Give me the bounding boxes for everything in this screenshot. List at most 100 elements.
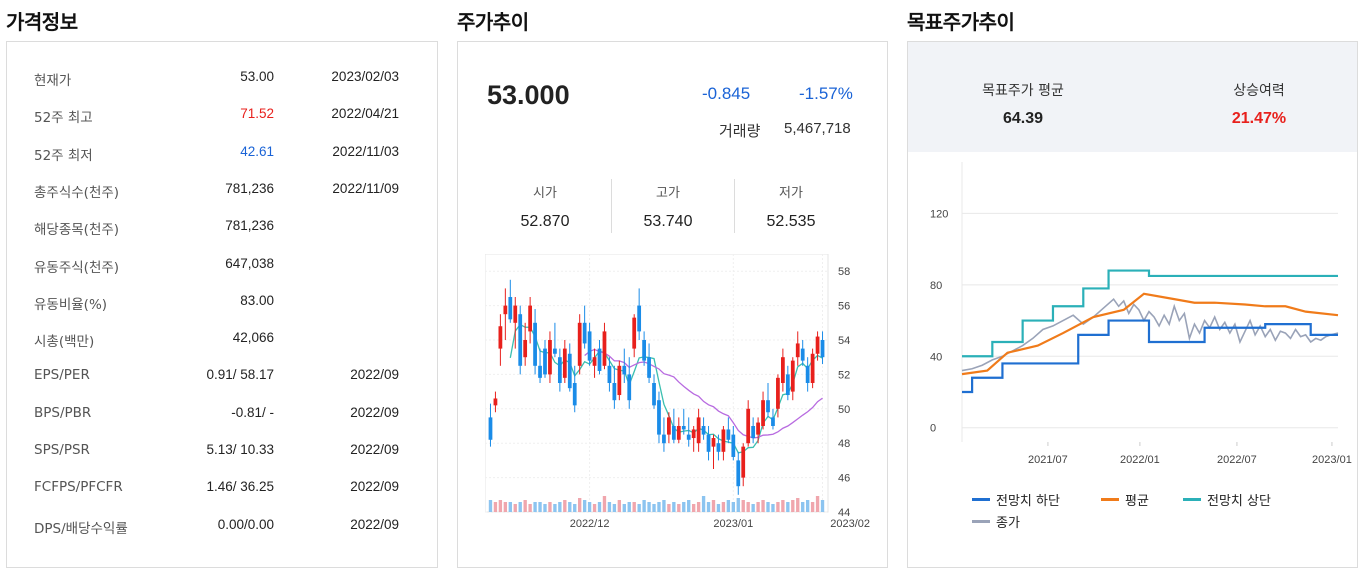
volume-bar [677, 504, 681, 512]
volume-bar [746, 502, 750, 512]
volume-bar [642, 500, 646, 512]
row-label: EPS/PER [34, 367, 90, 384]
candle [607, 365, 612, 383]
candle [766, 400, 770, 413]
row-date: 2022/09 [350, 479, 399, 495]
legend-item[interactable]: 평균 [1101, 490, 1149, 509]
row-date: 2022/09 [350, 367, 399, 383]
candle [751, 426, 756, 439]
volume-bar [533, 502, 537, 512]
volume-bar [761, 500, 765, 512]
candle [582, 322, 587, 344]
volume-bar [741, 500, 745, 512]
candle [795, 343, 800, 358]
volume-bar [691, 504, 696, 512]
x-tick-label: 2023/01 [1312, 454, 1352, 466]
candle [548, 340, 552, 375]
price-info-row: FCFPS/PFCFR 1.46/ 36.25 2022/09 [7, 479, 437, 499]
volume-bar [751, 504, 755, 512]
open-value: 52.870 [520, 213, 570, 230]
y-tick-label: 40 [930, 351, 942, 363]
volume-bar [543, 504, 547, 512]
low-box: 저가 52.535 [721, 182, 861, 231]
candle [790, 360, 795, 392]
candle [681, 426, 686, 430]
candle [602, 331, 607, 366]
candle [716, 443, 721, 452]
price-info-row: 현재가 53.00 2023/02/03 [7, 69, 437, 89]
y-tick-label: 54 [838, 335, 850, 347]
candle [701, 426, 706, 435]
volume-bar [627, 502, 631, 512]
volume-bar [657, 502, 661, 512]
open-box: 시가 52.870 [475, 182, 615, 231]
candle [686, 434, 691, 440]
candle [627, 374, 632, 401]
legend-label: 전망치 상단 [1207, 494, 1271, 509]
volume-bar [637, 504, 641, 512]
candle [771, 417, 775, 426]
candle [741, 446, 746, 478]
volume-bar [553, 504, 557, 512]
price-info-row: SPS/PSR 5.13/ 10.33 2022/09 [7, 442, 437, 462]
legend-swatch [972, 498, 990, 501]
candle [810, 353, 815, 383]
candle [528, 305, 533, 332]
legend-label: 평균 [1125, 494, 1149, 509]
candle [617, 365, 622, 396]
trend-title: 주가추이 [457, 10, 529, 34]
row-value: 5.13/ 10.33 [206, 442, 274, 457]
candle [488, 417, 493, 440]
volume-bar [756, 502, 760, 512]
volume-bar [523, 500, 527, 512]
volume-bar [493, 502, 498, 512]
candle [706, 434, 711, 452]
volume-bar [672, 502, 676, 512]
x-tick-label: 2022/12 [570, 518, 610, 530]
row-date: 2022/11/09 [332, 180, 399, 196]
row-label: DPS/배당수익률 [34, 520, 128, 537]
row-value: 83.00 [240, 292, 274, 308]
price-info-row: EPS/PER 0.91/ 58.17 2022/09 [7, 367, 437, 387]
volume-bar [513, 504, 517, 512]
volume-bar [736, 498, 740, 512]
target-price-chart[interactable]: 0 40 80 120 2021/07 2022/01 2022/07 2023/01 [908, 152, 1357, 482]
candle [567, 353, 572, 389]
candle [691, 429, 696, 439]
y-tick-label: 80 [930, 280, 942, 292]
volume-bar [563, 500, 567, 512]
series-line [961, 292, 1339, 376]
volume-bar [815, 496, 820, 512]
candle [518, 314, 523, 366]
y-tick-label: 48 [838, 438, 850, 450]
row-date: 2022/09 [350, 404, 399, 420]
candlestick-chart[interactable]: 44 46 48 50 52 54 56 58 2022/12 2023/01 2023/02 [485, 254, 889, 568]
row-label: SPS/PSR [34, 442, 90, 458]
candle [815, 336, 820, 354]
row-value: 53.00 [240, 69, 274, 84]
candle [731, 434, 736, 457]
x-tick-label: 2022/07 [1217, 454, 1257, 466]
volume-bar [518, 502, 522, 512]
legend-item[interactable]: 전망치 상단 [1183, 490, 1271, 509]
volume-bar [726, 500, 731, 512]
row-value: 781,236 [225, 218, 274, 234]
legend-item[interactable]: 전망치 하단 [972, 490, 1060, 509]
volume-bar [597, 502, 602, 512]
price-info-row: 유동주식(천주) 647,038 [7, 256, 437, 276]
legend-item[interactable]: 종가 [972, 512, 1020, 531]
row-label: 시총(백만) [34, 334, 95, 351]
candle [667, 417, 671, 435]
row-value: 781,236 [225, 180, 274, 196]
row-label: 현재가 [34, 73, 72, 89]
candle [642, 340, 646, 361]
candle [557, 357, 562, 383]
volume-bar [558, 502, 562, 512]
volume-bar [488, 500, 493, 512]
candle [632, 317, 637, 349]
candle [785, 374, 790, 396]
volume-bar [592, 504, 597, 512]
volume-bar [711, 500, 716, 512]
row-value: 42,066 [232, 330, 274, 346]
volume-bar [508, 502, 512, 512]
